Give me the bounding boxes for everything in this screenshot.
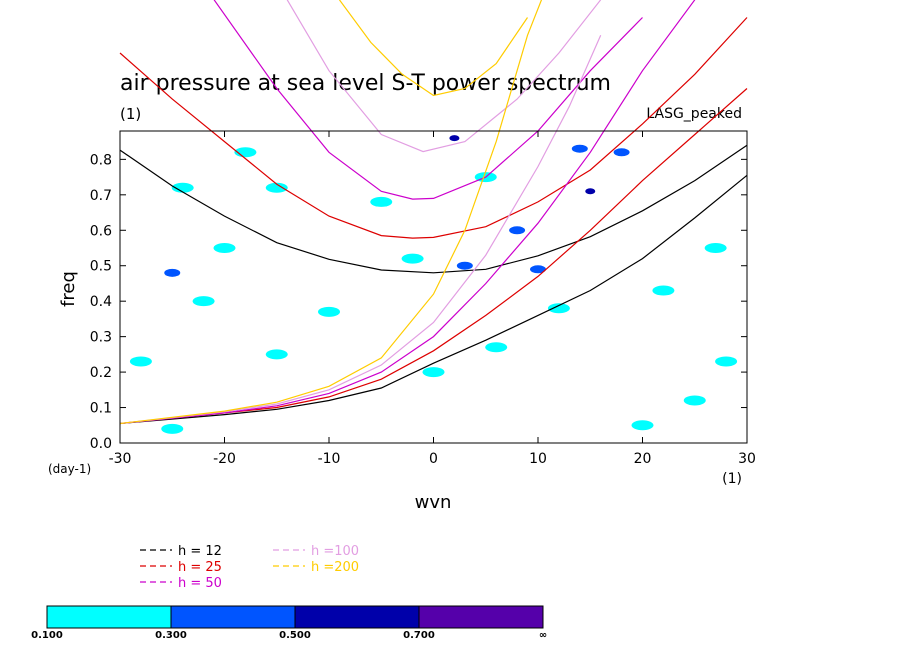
plot-frame [119,130,748,444]
contour-patch-15 [129,356,152,367]
y-tick-label-5: 0.5 [90,259,112,275]
y-tick-label-8: 0.8 [90,152,112,168]
contour-patch-19 [704,243,727,253]
x-axis-ticks: -30 -20 -10 0 10 20 30 [109,131,756,467]
curve-0-lower [119,174,748,425]
contour-patch-20 [715,356,738,367]
dispersion-curves-layer [119,0,748,425]
contour-patch-21 [683,395,706,406]
contour-patch-1 [571,144,588,153]
colorbar-level-1: 0.300 [155,630,187,641]
contour-patch-24 [631,420,654,431]
x-tick-label-4: 10 [529,451,547,467]
legend-label-4: h =200 [311,560,359,575]
contour-fill-layer [129,135,738,434]
contour-patch-22 [370,196,393,207]
x-axis-units: (1) [722,471,742,487]
y-tick-label-2: 0.2 [90,365,112,381]
contour-patch-8 [171,182,194,193]
curve-1-lower [119,88,748,425]
y-axis-units: (day-1) [48,462,91,476]
curve-4-upper [338,0,528,97]
contour-patch-9 [265,182,288,193]
model-label: LASG_peaked [646,106,742,122]
legend-label-2: h = 50 [178,576,222,591]
contour-patch-10 [213,243,236,253]
curve-1-upper [119,17,748,239]
contour-patch-4 [509,226,526,235]
contour-patch-14 [161,423,184,434]
curve-3-lower [119,35,602,425]
legend-label-3: h =100 [311,544,359,559]
chart-subtitle: (1) [120,105,141,123]
y-tick-label-1: 0.1 [90,401,112,417]
contour-patch-11 [192,296,215,307]
contour-patch-23 [547,303,570,314]
contour-patch-12 [318,306,340,317]
curve-2-upper [213,0,643,200]
x-tick-label-1: -20 [213,451,236,467]
legend-label-1: h = 25 [178,560,222,575]
contour-patch-27 [401,253,424,264]
contour-patch-5 [530,265,546,274]
contour-patch-7 [164,268,181,277]
x-tick-label-6: 30 [738,451,756,467]
contour-patch-26 [485,342,508,353]
y-tick-label-7: 0.7 [90,188,112,204]
y-tick-label-3: 0.3 [90,330,112,346]
y-tick-label-0: 0.0 [90,436,112,452]
contour-patch-0 [449,135,460,142]
colorbar-level-0: 0.100 [31,630,63,641]
colorbar-swatch-0 [46,605,172,629]
colorbar-swatch-3 [418,605,544,629]
y-tick-label-6: 0.6 [90,223,112,239]
x-tick-label-5: 20 [634,451,652,467]
y-tick-label-4: 0.4 [90,294,112,310]
colorbar-swatch-1 [170,605,296,629]
contour-patch-6 [456,261,473,270]
contour-patch-18 [652,285,675,296]
contour-patch-3 [585,188,596,195]
x-axis-label: wvn [415,492,452,513]
curve-2-lower [119,0,696,425]
contour-patch-16 [422,367,445,378]
colorbar-level-2: 0.500 [279,630,311,641]
contour-patch-13 [265,349,288,360]
x-tick-label-0: -30 [109,451,132,467]
chart-title: air pressure at sea level S-T power spec… [120,71,611,96]
colorbar: 0.100 0.300 0.500 0.700 ∞ [31,605,547,641]
x-tick-label-2: -10 [318,451,341,467]
contour-patch-2 [613,148,630,157]
curve-3-upper [286,0,602,153]
curve-0-upper [119,144,748,274]
y-axis-label: freq [58,271,79,307]
curve-4-lower [119,0,543,425]
y-axis-ticks: 0.0 0.1 0.2 0.3 0.4 0.5 0.6 0.7 0.8 [90,152,747,452]
x-tick-label-3: 0 [429,451,438,467]
legend-label-0: h = 12 [178,544,222,559]
colorbar-level-4: ∞ [539,630,547,641]
colorbar-level-3: 0.700 [403,630,435,641]
colorbar-swatch-2 [294,605,420,629]
